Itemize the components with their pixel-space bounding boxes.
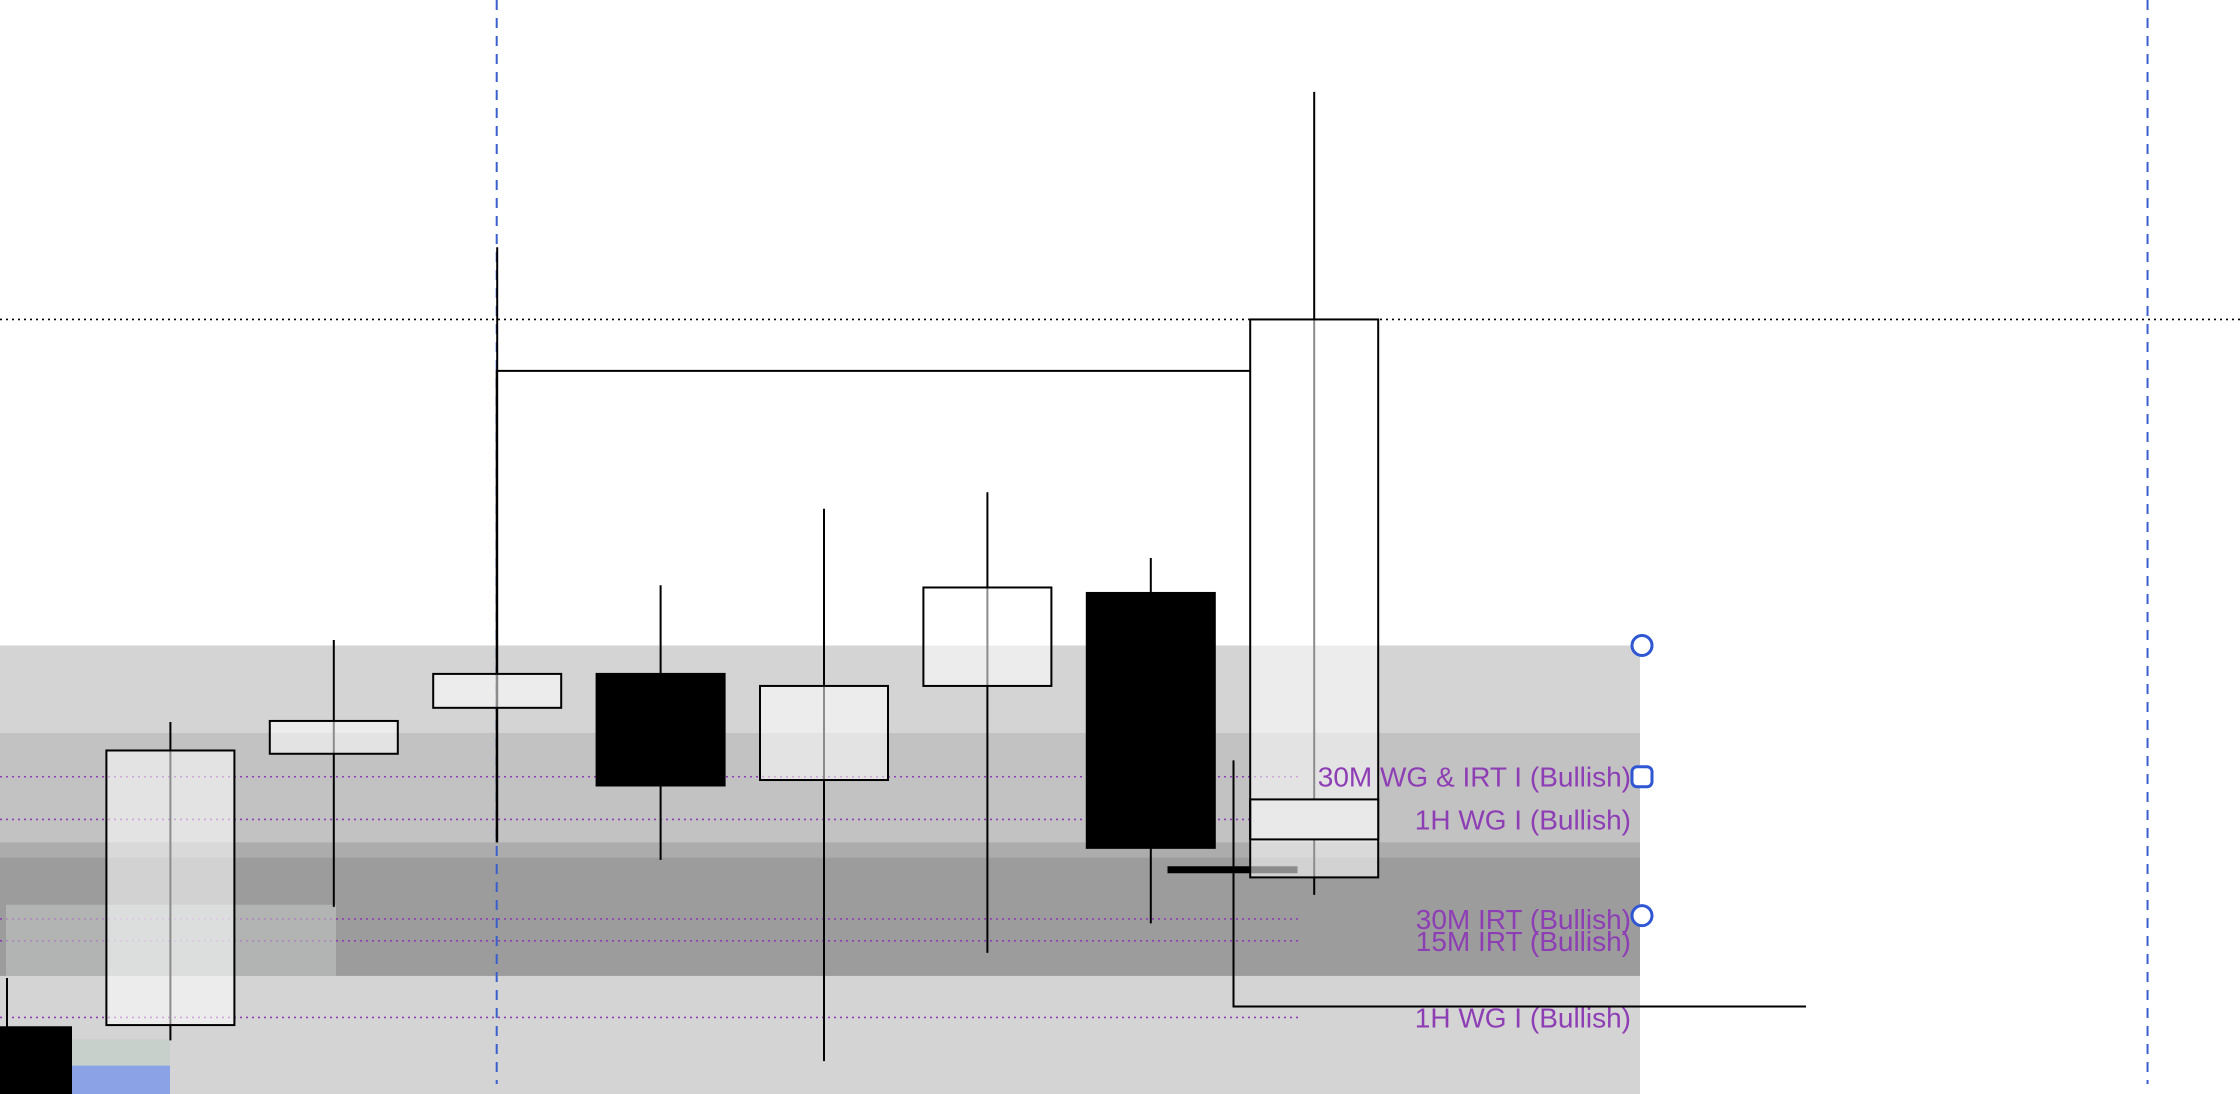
level-labels-layer: 30M WG & IRT I (Bullish) 1H WG I (Bullish… [1249,762,1631,1033]
level-label-4: 1H WG I (Bullish) [1415,1002,1631,1033]
candle-body-3 [432,672,563,709]
level-label-0: 30M WG & IRT I (Bullish) [1318,762,1631,793]
blue-box [70,1065,170,1094]
candle-body-5 [759,684,889,782]
connector-line [1232,760,1806,1008]
candle-body-8 [1249,318,1380,879]
candles-layer [0,91,1380,1094]
handles-layer [1630,633,1654,928]
candle-body-2 [268,719,399,755]
label-mask [1249,798,1380,841]
level-label-1: 1H WG I (Bullish) [1415,804,1631,835]
handle-circle-1 [1630,904,1654,928]
level-label-3: 15M IRT (Bullish) [1416,926,1631,957]
candle-body-6 [922,586,1053,687]
candle-body-1 [105,749,236,1027]
handle-square [1630,765,1654,789]
green-box [70,1039,170,1066]
candle-body-7 [1085,591,1216,849]
candle-body-4 [595,672,726,787]
candle-body-0 [0,1026,72,1094]
handle-circle-0 [1630,633,1654,657]
level-label-2: 30M IRT (Bullish) [1416,904,1631,935]
